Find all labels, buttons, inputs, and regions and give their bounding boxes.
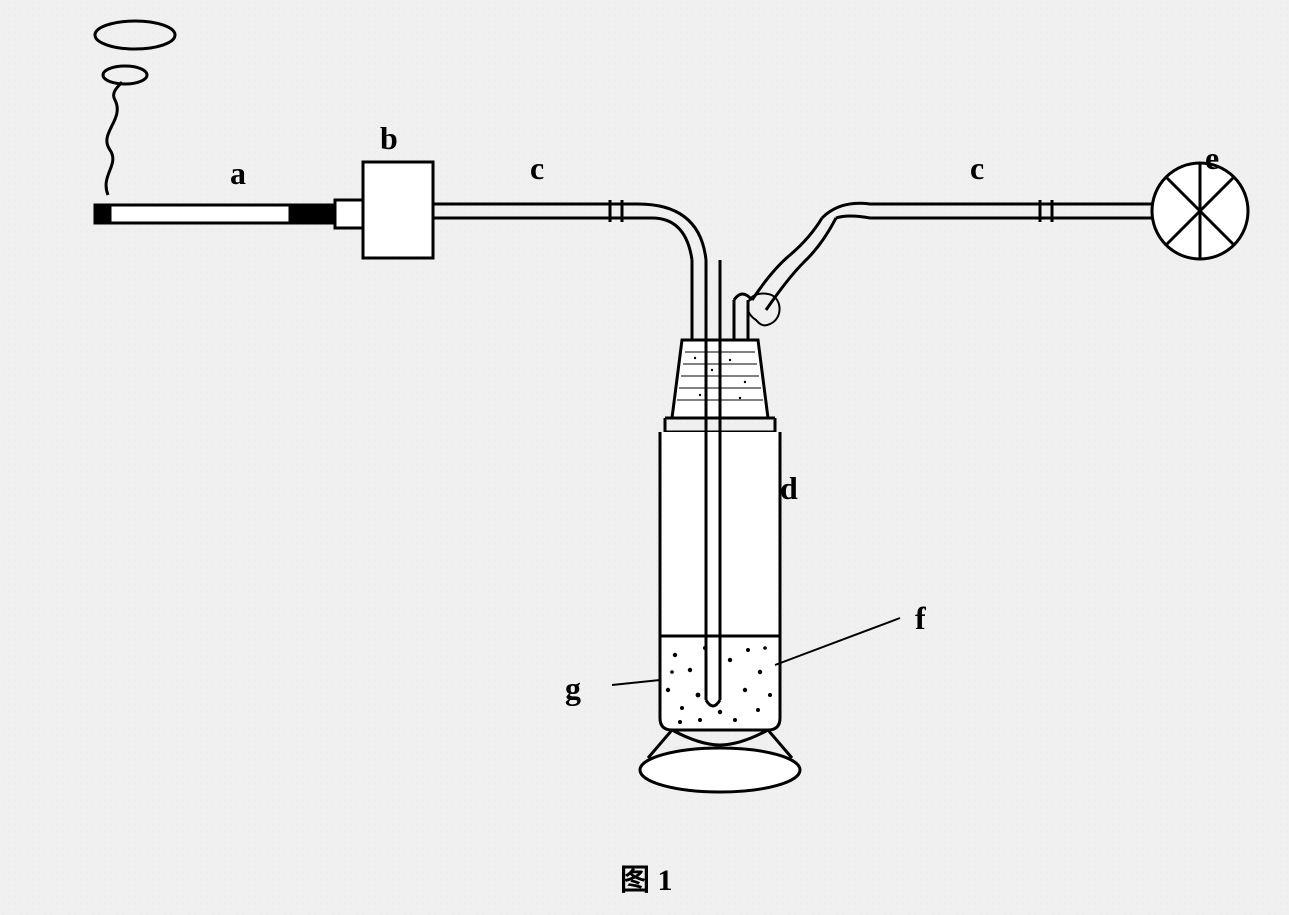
tube-bend-right (747, 218, 836, 325)
label-e: e (1205, 140, 1219, 177)
smoke-ring-1 (95, 21, 175, 49)
leader-g (612, 680, 660, 685)
figure-caption: 图 1 (620, 855, 673, 899)
label-c-right: c (970, 150, 984, 187)
label-f: f (915, 600, 926, 637)
label-g: g (565, 670, 581, 707)
leader-f (775, 618, 900, 665)
label-a: a (230, 155, 246, 192)
label-d: d (780, 470, 798, 507)
label-c-left: c (530, 150, 544, 187)
apparatus-diagram (0, 0, 1289, 915)
label-b: b (380, 120, 398, 157)
cigarette (95, 205, 335, 223)
squeeze-bulb (1152, 163, 1248, 259)
smoke-wisp (106, 82, 122, 195)
holder-block (335, 162, 433, 258)
tube-left (433, 200, 652, 222)
tube-bend-left (638, 204, 706, 260)
smoke-ring-2 (103, 66, 147, 84)
tube-right (822, 200, 1152, 222)
